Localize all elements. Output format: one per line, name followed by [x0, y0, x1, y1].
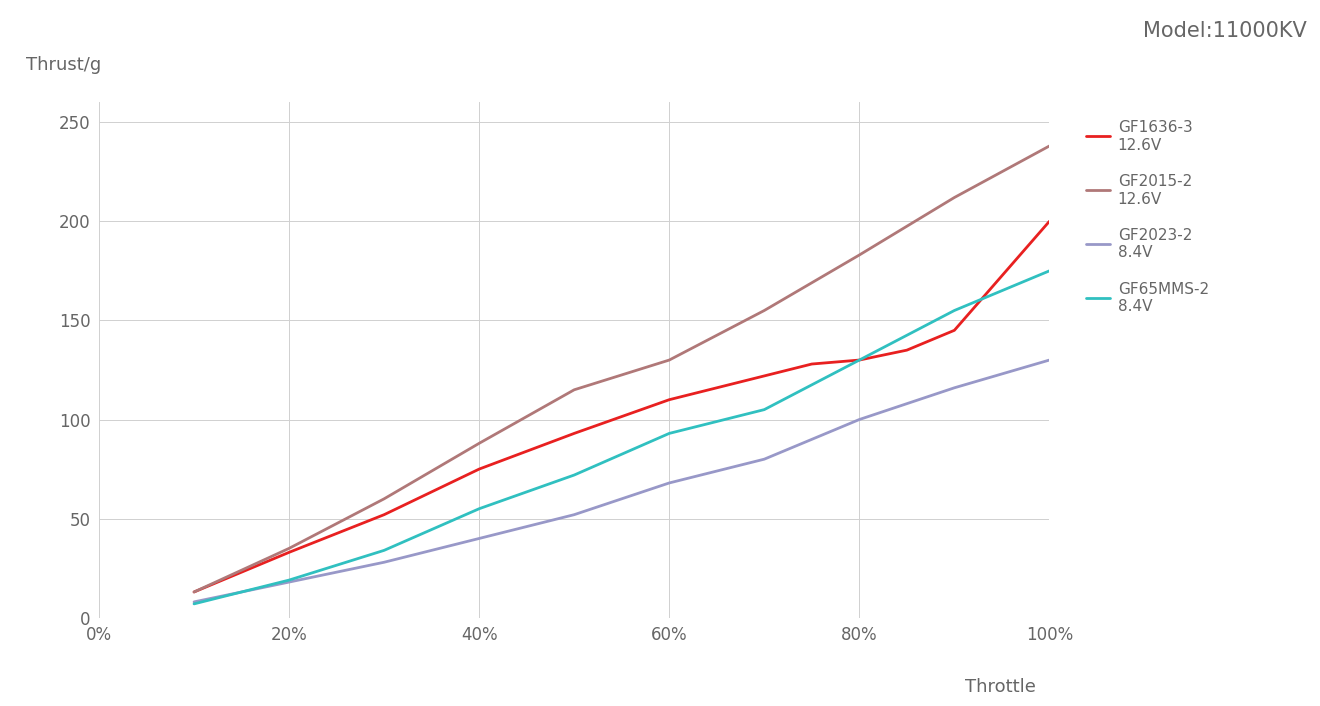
- GF65MMS-2
8.4V: [186, 599, 202, 608]
- GF2015-2
12.6V: [281, 544, 297, 553]
- GF2015-2
12.6V: [756, 306, 772, 315]
- GF2023-2
8.4V: [281, 578, 297, 586]
- GF2023-2
8.4V: [566, 510, 582, 519]
- Text: Throttle: Throttle: [965, 678, 1036, 695]
- GF1636-3
12.6V: [804, 360, 820, 369]
- GF1636-3
12.6V: [851, 356, 867, 364]
- GF2023-2
8.4V: [946, 383, 962, 392]
- GF2015-2
12.6V: [661, 356, 677, 364]
- GF1636-3
12.6V: [1041, 217, 1057, 225]
- GF1636-3
12.6V: [899, 346, 915, 354]
- GF65MMS-2
8.4V: [756, 405, 772, 414]
- Line: GF1636-3
12.6V: GF1636-3 12.6V: [194, 221, 1049, 592]
- GF1636-3
12.6V: [566, 429, 582, 438]
- GF65MMS-2
8.4V: [281, 576, 297, 585]
- GF2015-2
12.6V: [1041, 142, 1057, 150]
- GF1636-3
12.6V: [946, 326, 962, 335]
- GF2023-2
8.4V: [851, 415, 867, 424]
- GF1636-3
12.6V: [376, 510, 392, 519]
- GF1636-3
12.6V: [661, 395, 677, 404]
- GF65MMS-2
8.4V: [661, 429, 677, 438]
- GF2023-2
8.4V: [661, 479, 677, 487]
- GF2015-2
12.6V: [471, 439, 487, 448]
- Line: GF2023-2
8.4V: GF2023-2 8.4V: [194, 360, 1049, 602]
- GF2015-2
12.6V: [946, 193, 962, 202]
- GF1636-3
12.6V: [471, 465, 487, 473]
- Text: Thrust/g: Thrust/g: [26, 56, 102, 74]
- GF2023-2
8.4V: [376, 558, 392, 566]
- Line: GF65MMS-2
8.4V: GF65MMS-2 8.4V: [194, 271, 1049, 604]
- GF2023-2
8.4V: [1041, 356, 1057, 364]
- GF2023-2
8.4V: [186, 598, 202, 606]
- GF2015-2
12.6V: [376, 495, 392, 503]
- GF65MMS-2
8.4V: [566, 471, 582, 479]
- GF65MMS-2
8.4V: [851, 356, 867, 364]
- GF2015-2
12.6V: [851, 251, 867, 259]
- GF2015-2
12.6V: [566, 385, 582, 394]
- GF2023-2
8.4V: [756, 455, 772, 463]
- Text: Model:11000KV: Model:11000KV: [1143, 21, 1307, 41]
- GF1636-3
12.6V: [186, 587, 202, 596]
- Legend: GF1636-3
12.6V, GF2015-2
12.6V, GF2023-2
8.4V, GF65MMS-2
8.4V: GF1636-3 12.6V, GF2015-2 12.6V, GF2023-2…: [1085, 120, 1209, 314]
- GF65MMS-2
8.4V: [1041, 267, 1057, 275]
- GF1636-3
12.6V: [756, 371, 772, 380]
- Line: GF2015-2
12.6V: GF2015-2 12.6V: [194, 146, 1049, 592]
- GF1636-3
12.6V: [281, 548, 297, 556]
- GF65MMS-2
8.4V: [376, 546, 392, 555]
- GF65MMS-2
8.4V: [946, 306, 962, 315]
- GF2015-2
12.6V: [186, 587, 202, 596]
- GF65MMS-2
8.4V: [471, 505, 487, 513]
- GF2023-2
8.4V: [471, 534, 487, 543]
